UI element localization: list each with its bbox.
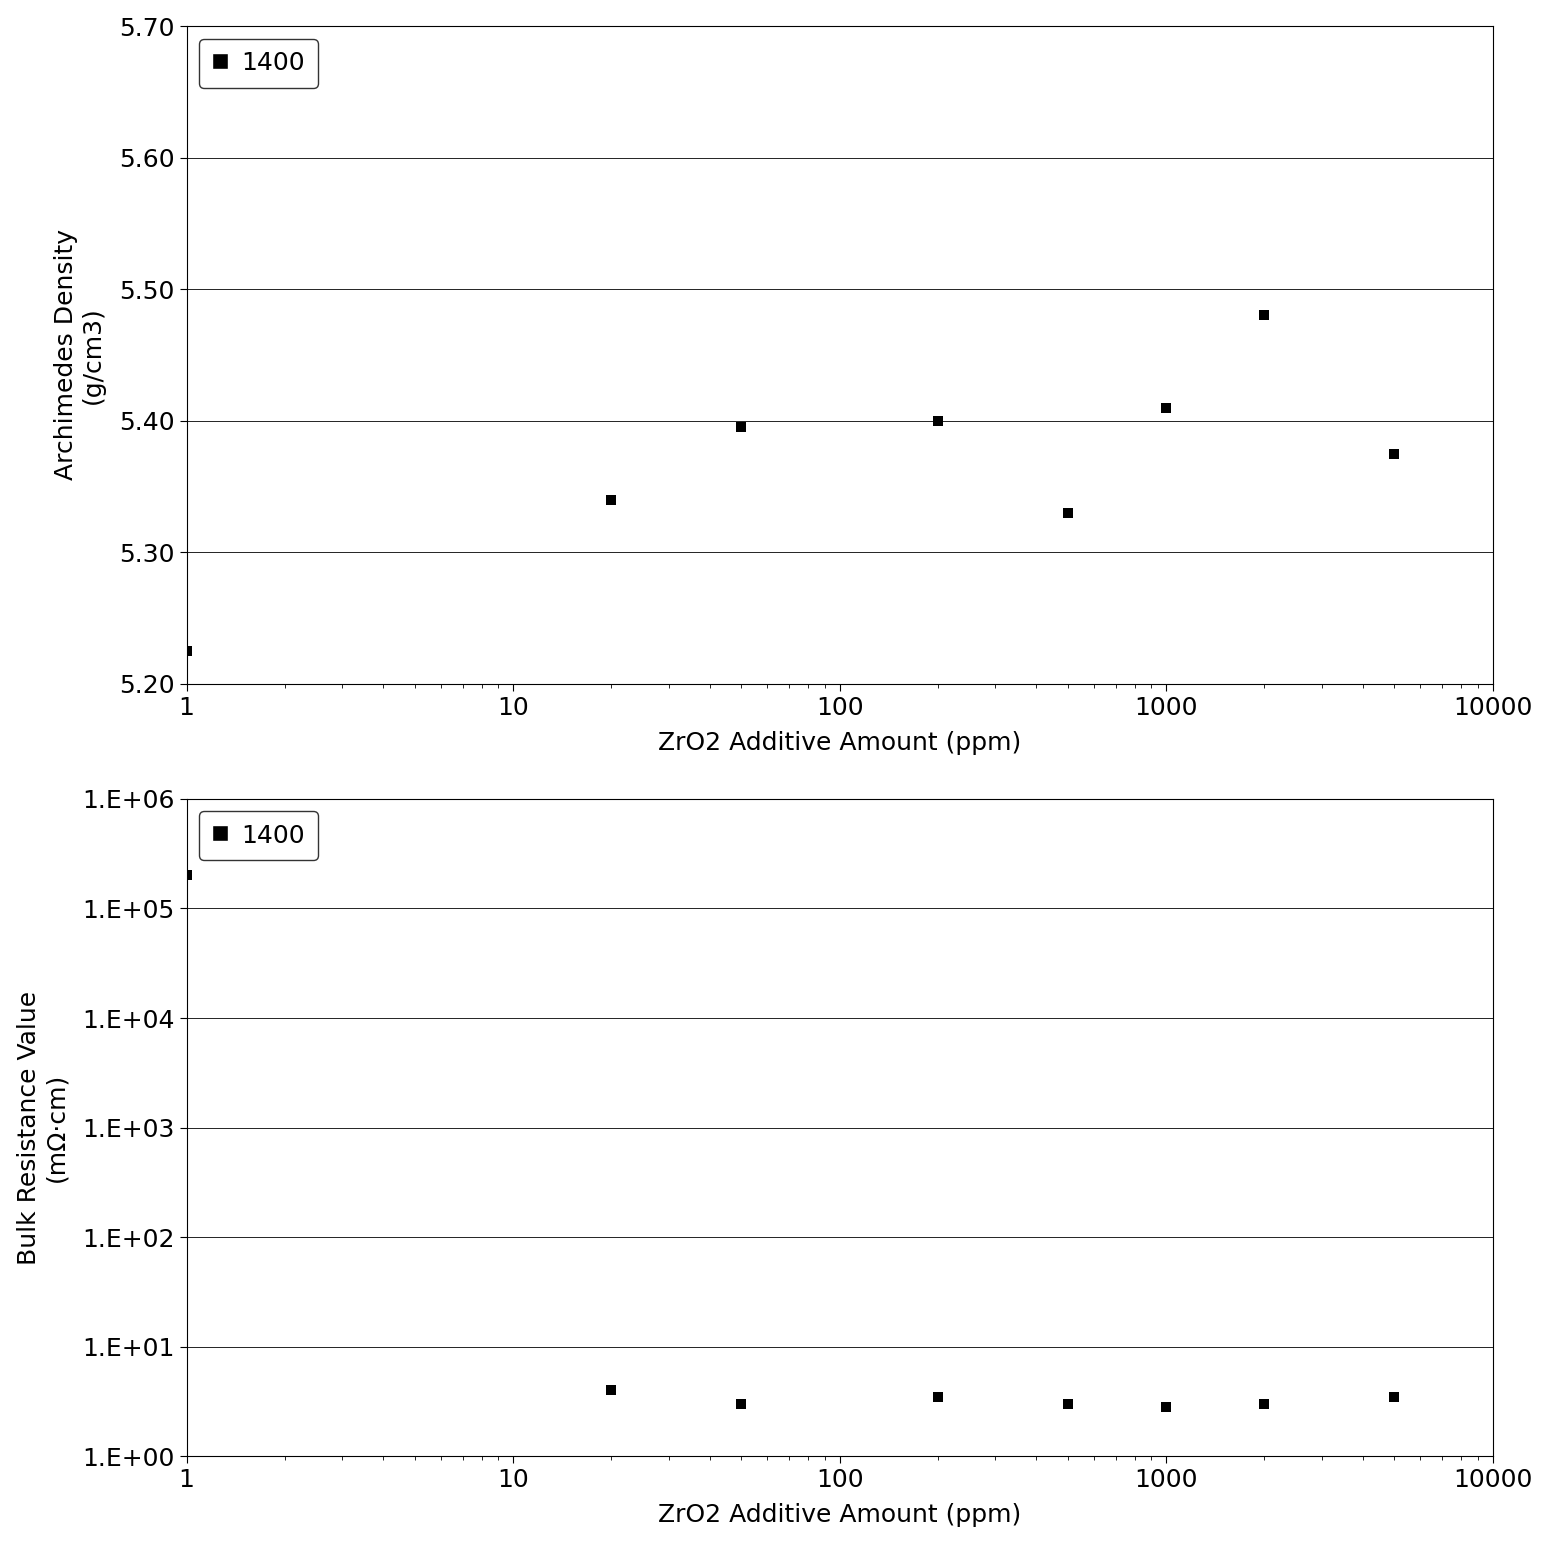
Point: [1382, 442, 1406, 466]
Point: [1154, 395, 1179, 420]
Point: [1154, 1396, 1179, 1420]
Legend: 1400: 1400: [200, 811, 318, 860]
X-axis label: ZrO2 Additive Amount (ppm): ZrO2 Additive Amount (ppm): [658, 730, 1021, 755]
Point: [175, 639, 200, 664]
Point: [1055, 1391, 1080, 1416]
Legend: 1400: 1400: [200, 39, 318, 88]
Point: [730, 1391, 754, 1416]
X-axis label: ZrO2 Additive Amount (ppm): ZrO2 Additive Amount (ppm): [658, 1504, 1021, 1527]
Point: [926, 408, 951, 432]
Point: [1252, 303, 1276, 327]
Point: [175, 863, 200, 888]
Point: [599, 488, 624, 513]
Y-axis label: Bulk Resistance Value
(mΩ·cm): Bulk Resistance Value (mΩ·cm): [17, 991, 68, 1265]
Point: [1382, 1385, 1406, 1410]
Point: [926, 1385, 951, 1410]
Y-axis label: Archimedes Density
(g/cm3): Archimedes Density (g/cm3): [54, 230, 105, 480]
Point: [1252, 1391, 1276, 1416]
Point: [730, 415, 754, 440]
Point: [599, 1379, 624, 1403]
Point: [1055, 500, 1080, 525]
